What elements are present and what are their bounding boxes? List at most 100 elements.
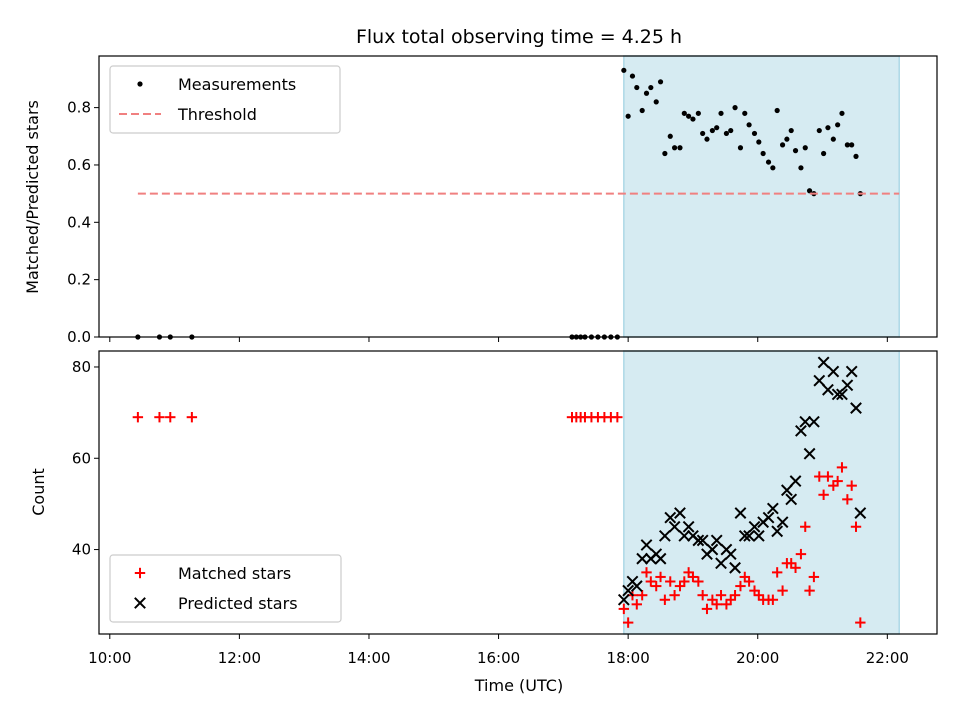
bottom-legend-predicted-stars-swatch (134, 597, 146, 609)
bottom-series-1-point-stroke (803, 447, 816, 460)
bottom-series-1-point (668, 520, 681, 533)
top-observing-window (623, 55, 900, 338)
bottom-series-1-point (674, 507, 686, 519)
bottom-series-0-point (795, 548, 807, 560)
bottom-series-0-point (659, 594, 671, 605)
bottom-series-1-point-stroke (706, 543, 719, 556)
x-axis-label: Time (UTC) (474, 676, 563, 695)
bottom-series-0-point (842, 494, 853, 505)
bottom-series-1-point (748, 520, 761, 533)
bottom-series-0-point (618, 603, 630, 615)
bottom-series-1-point-stroke (841, 379, 854, 392)
bottom-series-0-point (612, 411, 623, 423)
top-series-0-point (853, 153, 859, 159)
bottom-series-0-point (850, 521, 862, 532)
top-series-0-point (844, 142, 850, 148)
bottom-series-1-point (841, 379, 854, 392)
bottom-legend-box (109, 554, 342, 623)
bottom-series-0-point (846, 480, 857, 491)
bottom-series-1-point-stroke (674, 507, 686, 519)
x-tick-label: 16:00 (477, 649, 520, 667)
bottom-series-0-point (641, 567, 652, 578)
bottom-series-1-point-stroke (845, 365, 858, 378)
bottom-series-1-point-stroke (831, 388, 844, 401)
bottom-series-1-point (715, 557, 727, 570)
bottom-series-1-point (617, 593, 630, 606)
bottom-axes-frame (98, 350, 938, 635)
bottom-series-1-point-stroke (743, 529, 756, 542)
bottom-series-0-point (729, 590, 741, 601)
bottom-series-1-point-stroke (850, 402, 862, 414)
top-legend-threshold-label: Threshold (177, 105, 257, 124)
bottom-series-1-point (654, 552, 667, 565)
bottom-series-1-point (678, 529, 691, 542)
top-series-0-point (681, 110, 687, 116)
bottom-series-0-point (715, 590, 727, 601)
bottom-series-1-point (827, 365, 840, 378)
bottom-series-1-point (766, 502, 779, 515)
bottom-series-1-point (789, 475, 802, 487)
top-series-0-point (779, 142, 786, 148)
bottom-series-1-point (682, 520, 695, 533)
bottom-series-1-point (636, 552, 649, 565)
bottom-y-tick-label: 80 (72, 358, 91, 376)
bottom-series-1-point (817, 356, 830, 369)
bottom-series-0-point (743, 576, 755, 587)
bottom-series-1-point (696, 534, 709, 547)
top-series-0-point (839, 110, 845, 116)
top-series-0-point (798, 165, 804, 171)
bottom-series-1-point-stroke (780, 484, 793, 497)
x-tick-label: 10:00 (88, 649, 131, 667)
bottom-series-1-point (850, 402, 862, 414)
bottom-series-0-point (631, 599, 642, 610)
bottom-series-1-point-stroke (854, 507, 867, 519)
bottom-series-0-point (818, 489, 829, 500)
bottom-series-1-point (822, 383, 834, 396)
top-series-0-point (634, 84, 640, 91)
bottom-series-0-point (669, 590, 680, 601)
bottom-series-0-point (790, 562, 801, 574)
bottom-series-1-point (752, 529, 765, 542)
top-series-0-point (751, 130, 758, 137)
bottom-series-1-point-stroke (654, 552, 667, 565)
bottom-series-0-point (822, 471, 834, 482)
bottom-series-1-point-stroke (748, 520, 761, 533)
bottom-series-0-point (132, 411, 144, 423)
bottom-legend-predicted-stars-swatch-stroke (134, 597, 146, 609)
bottom-series-1-point-stroke (752, 529, 765, 542)
bottom-series-1-point-stroke (813, 374, 826, 387)
top-series-0-point (709, 127, 715, 134)
top-series-0-point (770, 165, 776, 171)
bottom-legend-matched-stars-label: Matched stars (178, 564, 291, 583)
top-series-0-point (718, 110, 724, 116)
bottom-series-1-point-stroke (678, 529, 691, 542)
bottom-series-1-point-stroke (817, 356, 830, 369)
top-y-tick-label: 0.6 (67, 156, 91, 174)
bottom-series-0-point (777, 585, 788, 596)
bottom-series-1-point (743, 529, 756, 542)
bottom-y-tick-label: 60 (72, 449, 91, 467)
bottom-series-1-point-stroke (729, 561, 741, 574)
top-legend-box (109, 65, 341, 134)
bottom-series-1-point (803, 447, 816, 460)
bottom-series-1-point-stroke (664, 511, 677, 524)
bottom-series-1-point (729, 561, 741, 574)
bottom-series-0-point (165, 411, 176, 423)
bottom-series-1-point-stroke (622, 584, 635, 597)
plot-area: 0.0 0.2 0.4 0.6 0.8 Measurements Threshold 10:0… (67, 55, 938, 667)
top-series-0-point (714, 125, 720, 131)
bottom-series-0-point (697, 590, 708, 601)
bottom-series-0-point (655, 571, 666, 583)
bottom-series-1-point (854, 507, 867, 519)
bottom-series-1-point-stroke (807, 415, 820, 428)
bottom-series-1-point (795, 424, 807, 437)
bottom-series-1-point (738, 529, 751, 542)
bottom-series-1-point-stroke (822, 383, 834, 396)
top-series-0-point (732, 105, 738, 111)
top-series-0-point (700, 130, 706, 137)
top-series-0-point (760, 150, 766, 157)
bottom-series-0-point (622, 617, 634, 628)
bottom-series-0-point (771, 567, 783, 578)
bottom-series-1-point-stroke (738, 529, 751, 542)
